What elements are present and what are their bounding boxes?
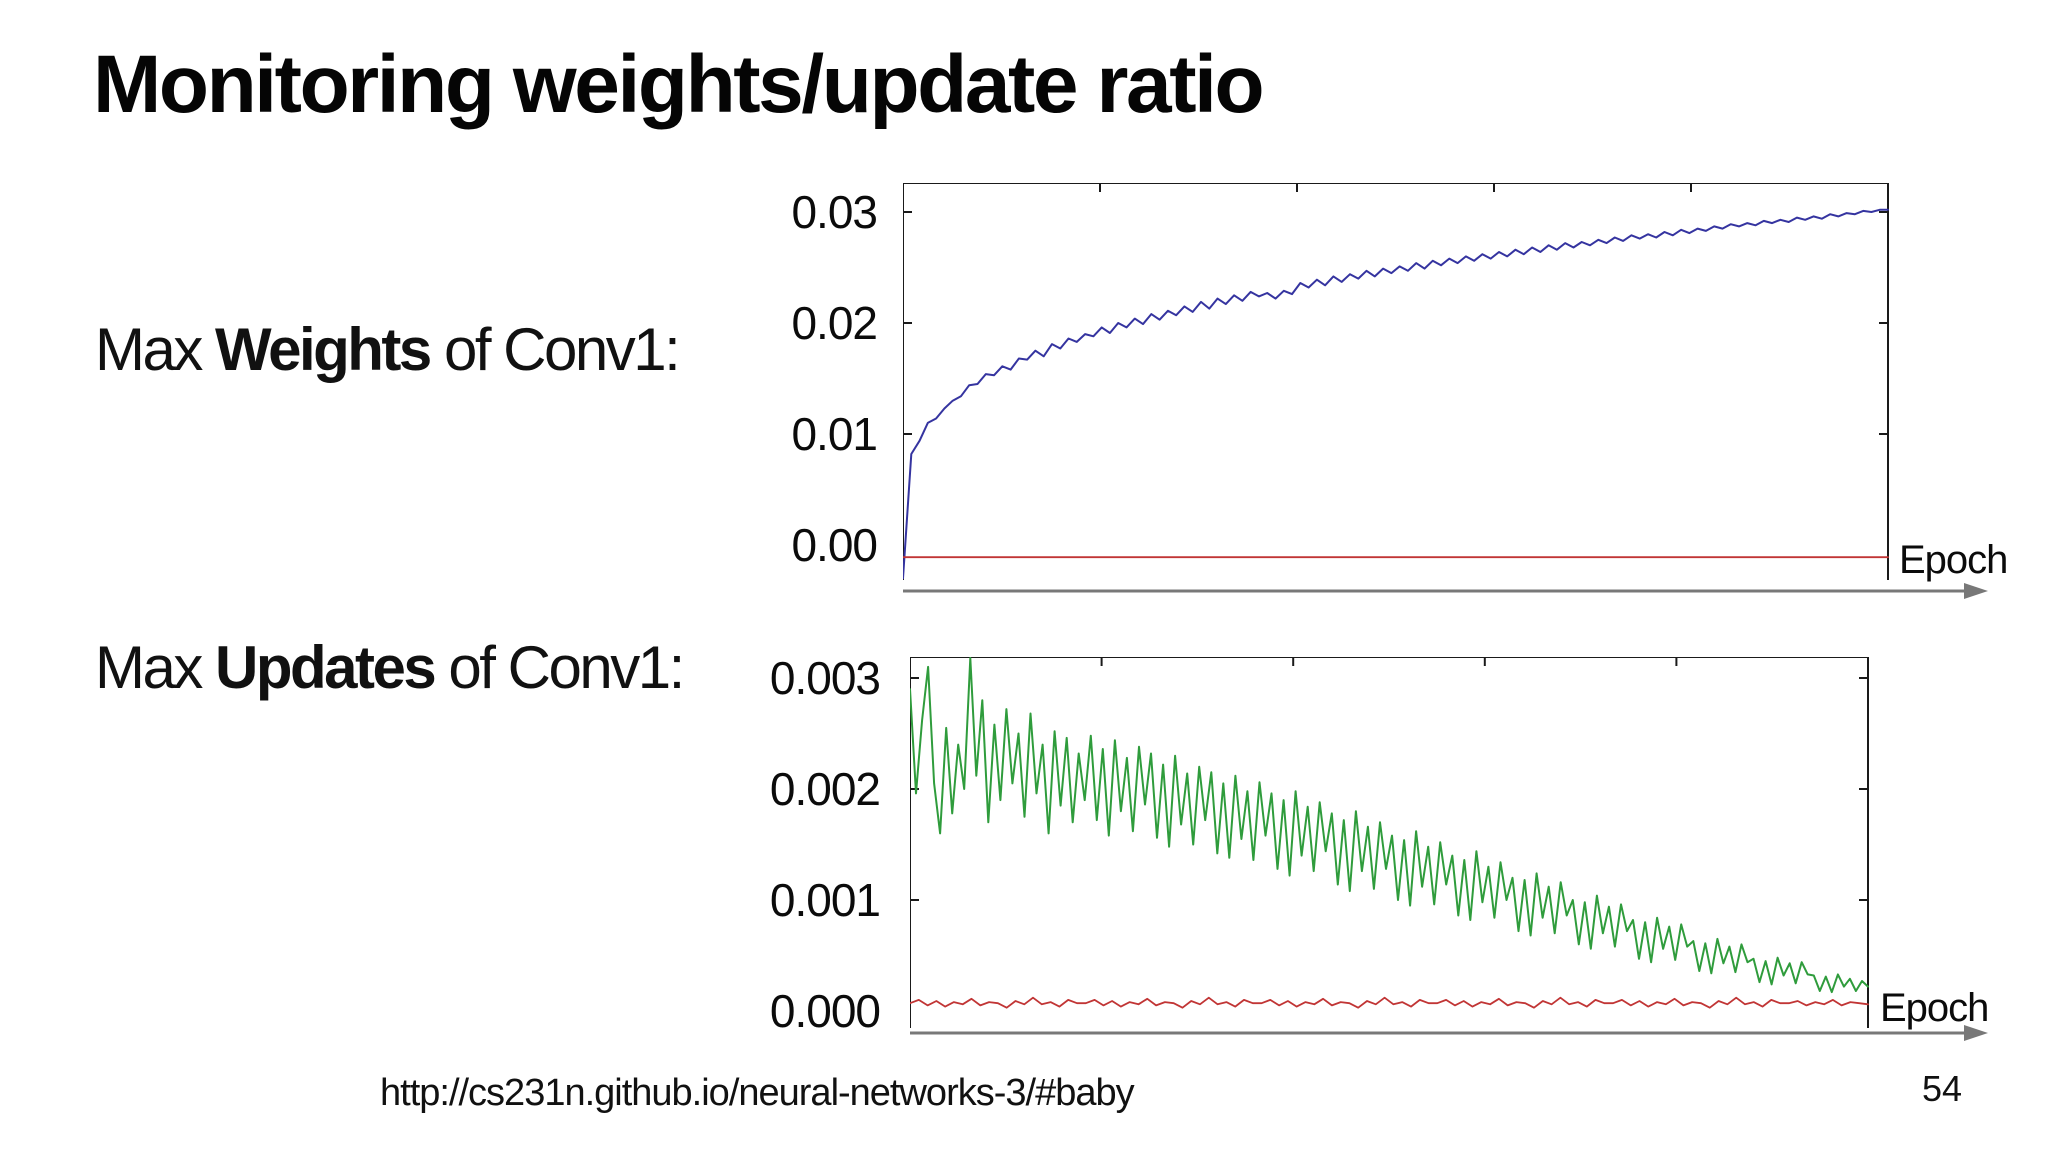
label-max-updates-suffix: of Conv1: [434,634,685,701]
weights-xaxis-label: Epoch [1899,538,2008,582]
red-baseline-line [910,996,1869,1009]
label-max-weights-prefix: Max [95,316,216,383]
label-max-weights-suffix: of Conv1: [429,316,681,383]
updates-y-tick-label: 0.003 [769,652,881,704]
footer-url: http://cs231n.github.io/neural-networks-… [380,1072,1135,1114]
max-weights-line [903,208,1889,580]
weights-y-tick-label: 0.01 [791,408,878,460]
updates-y-tick-label: 0.002 [769,763,881,815]
page-number: 54 [1922,1068,1963,1109]
weights-chart-svg [903,183,1988,599]
weights-chart [903,183,2003,611]
updates-chart [910,657,2005,1052]
weights-y-tick-label: 0.00 [791,519,878,571]
updates-y-tick-label: 0.001 [769,874,881,926]
x-axis-arrowhead-icon [1964,583,1988,599]
updates-xaxis-label: Epoch [1880,986,1989,1030]
updates-y-tick-label: 0.000 [769,985,881,1037]
label-max-weights: Max Weights of Conv1: [95,315,681,384]
weights-y-tick-label: 0.02 [791,297,878,349]
label-max-updates: Max Updates of Conv1: [95,633,685,702]
label-max-updates-prefix: Max [95,634,216,701]
label-max-weights-bold: Weights [215,316,432,383]
label-max-updates-bold: Updates [215,634,437,701]
x-axis-arrowhead-icon [1964,1025,1988,1041]
weights-y-tick-label: 0.03 [791,186,878,238]
slide-title: Monitoring weights/update ratio [93,39,1265,130]
updates-chart-svg [910,657,1988,1041]
max-updates-line [910,657,1869,994]
